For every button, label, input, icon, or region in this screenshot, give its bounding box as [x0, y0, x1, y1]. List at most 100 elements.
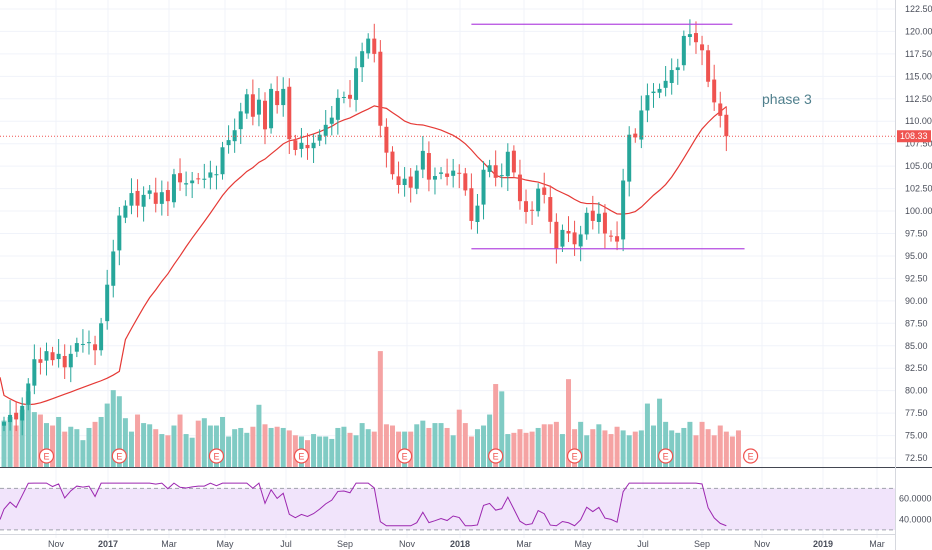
earnings-circle[interactable]: [566, 448, 583, 464]
time-tick-label: Sep: [337, 539, 353, 549]
candle: [700, 35, 705, 66]
candle-body: [457, 172, 462, 174]
earnings-marker[interactable]: E: [208, 448, 225, 464]
candle: [105, 269, 110, 330]
volume-bar: [383, 424, 389, 467]
candle: [402, 167, 407, 197]
volume-bar: [681, 427, 687, 467]
earnings-circle[interactable]: [397, 448, 413, 464]
candle: [426, 141, 431, 192]
earnings-marker[interactable]: E: [566, 448, 583, 464]
candle-body: [396, 176, 401, 186]
time-tick-label: May: [574, 539, 592, 549]
earnings-circle[interactable]: [111, 448, 127, 464]
candle-body: [693, 33, 698, 43]
candle-body: [281, 88, 286, 106]
candle-body: [105, 284, 110, 322]
candle-body: [141, 194, 146, 207]
indicator-band: [0, 488, 895, 530]
support-resistance-lines[interactable]: [0, 23, 895, 250]
price-tick-label: 110.00: [905, 116, 932, 126]
earnings-marker[interactable]: E: [743, 448, 759, 464]
earnings-marker[interactable]: E: [38, 448, 55, 464]
candle: [536, 183, 541, 217]
candle: [196, 172, 201, 185]
candle-body: [426, 153, 431, 180]
candle: [572, 220, 577, 256]
volume-bar: [213, 425, 219, 467]
candle-body: [584, 212, 589, 235]
candle: [317, 129, 322, 147]
candle-body: [700, 44, 705, 51]
candle-body: [621, 180, 626, 240]
candle-body: [56, 353, 61, 360]
earnings-circle[interactable]: [743, 448, 759, 464]
candle-body: [548, 197, 553, 222]
earnings-marker[interactable]: E: [397, 448, 413, 464]
volume-bar: [353, 435, 359, 467]
candle: [135, 179, 140, 218]
volume-bar: [626, 435, 632, 467]
earnings-marker[interactable]: E: [111, 448, 127, 464]
earnings-circle[interactable]: [38, 448, 55, 464]
candle: [341, 91, 346, 104]
candle: [530, 201, 535, 225]
earnings-circle[interactable]: [208, 448, 225, 464]
candle: [214, 165, 219, 190]
candle-body: [669, 70, 674, 83]
volume-bar: [432, 423, 438, 467]
candle: [281, 77, 286, 117]
candle: [56, 339, 61, 368]
volume-bar: [165, 435, 171, 467]
phase-annotation[interactable]: phase 3: [762, 91, 812, 107]
earnings-marker[interactable]: E: [658, 448, 674, 464]
candle: [256, 88, 261, 127]
earnings-label: E: [116, 452, 122, 462]
candle-body: [26, 383, 31, 405]
candle-body: [469, 188, 474, 221]
candle: [384, 118, 389, 168]
candle-body: [560, 229, 565, 247]
candle: [475, 193, 480, 234]
candle-body: [335, 97, 340, 120]
candle: [117, 207, 122, 266]
candle-body: [311, 142, 316, 149]
candle: [159, 180, 164, 216]
candle-body: [602, 212, 607, 234]
volume-bar: [37, 414, 43, 467]
candle: [493, 150, 498, 187]
candle: [669, 58, 674, 95]
price-tick-label: 117.50: [905, 49, 932, 59]
earnings-marker[interactable]: E: [488, 448, 504, 464]
earnings-circle[interactable]: [293, 448, 310, 464]
earnings-circle[interactable]: [658, 448, 674, 464]
time-tick-label: 2017: [98, 539, 118, 549]
volume-bar: [135, 414, 141, 467]
volume-bar: [189, 437, 195, 467]
earnings-label: E: [298, 452, 304, 462]
candle: [609, 230, 613, 242]
candle: [32, 344, 37, 395]
candle: [26, 378, 31, 411]
candle: [420, 136, 425, 179]
candle-body: [475, 205, 480, 223]
candle-body: [590, 210, 595, 221]
candle-body: [408, 176, 413, 188]
candle: [147, 185, 152, 200]
candle: [263, 92, 268, 145]
volume-bar: [438, 423, 444, 467]
candle-body: [451, 170, 456, 176]
candle: [86, 330, 91, 355]
volume-bar: [657, 398, 663, 467]
earnings-marker[interactable]: E: [293, 448, 310, 464]
candle-body: [360, 51, 365, 68]
price-tick-label: 77.50: [905, 408, 928, 418]
candle: [20, 397, 25, 436]
earnings-circle[interactable]: [488, 448, 504, 464]
candle-body: [633, 133, 638, 138]
time-tick-label: Jul: [280, 539, 292, 549]
volume-bar: [347, 432, 353, 467]
volume-bar: [638, 430, 644, 467]
